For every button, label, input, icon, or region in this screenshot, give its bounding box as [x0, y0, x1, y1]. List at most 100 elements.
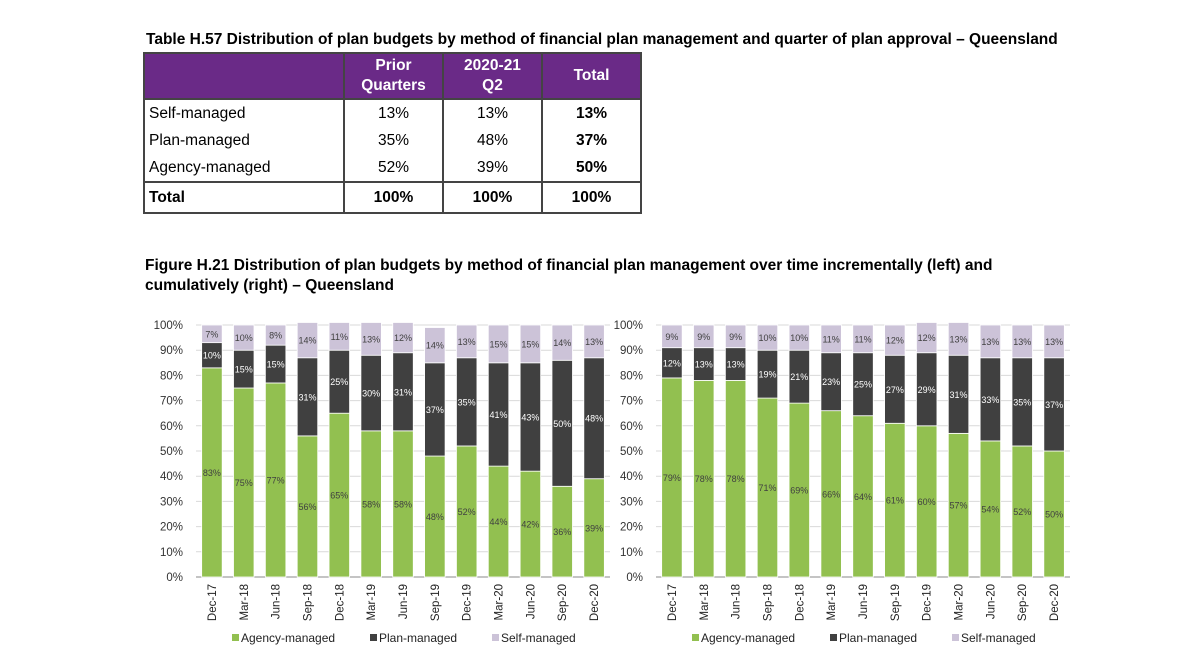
data-label: 44% [490, 517, 508, 527]
table-row: Self-managed 13% 13% 13% [144, 99, 641, 127]
bar-segment [661, 324, 683, 349]
legend-swatch [692, 634, 699, 641]
bar-segment [424, 327, 446, 364]
total-prior: 100% [343, 181, 443, 214]
cumulative-chart: 0% 10% 20% 30% 40% 50% 60% 70% 80% 90% 100% 79% 12% 9… [614, 320, 1070, 645]
incremental-chart: 0% 10% 20% 30% 40% 50% 60% 70% 80% 90% 100% 83% 10% 7… [154, 320, 610, 645]
data-label: 13% [458, 337, 476, 347]
data-label: 11% [854, 334, 871, 344]
y-tick-label: 100% [154, 320, 183, 332]
data-label: 69% [790, 486, 808, 496]
y-tick-label: 0% [626, 572, 643, 584]
data-label: 79% [663, 473, 681, 483]
data-label: 21% [790, 372, 808, 382]
y-tick-label: 90% [620, 345, 643, 357]
table-title: Table H.57 Distribution of plan budgets … [146, 31, 1058, 48]
legend-label: Agency-managed [241, 631, 335, 645]
y-tick-label: 50% [620, 446, 643, 458]
data-label: 31% [298, 392, 316, 402]
cell-prior: 13% [343, 99, 443, 127]
y-tick-label: 0% [166, 572, 183, 584]
data-label: 23% [822, 377, 840, 387]
data-label: 60% [918, 497, 936, 507]
y-tick-label: 30% [620, 496, 643, 508]
legend-label: Plan-managed [379, 631, 457, 645]
x-tick-label: Jun-20 [525, 584, 537, 619]
data-label: 13% [981, 337, 999, 347]
y-tick-label: 90% [160, 345, 183, 357]
bar-segment [487, 324, 510, 364]
header-blank [143, 52, 345, 100]
data-label: 65% [330, 491, 348, 501]
y-tick-label: 70% [160, 396, 183, 408]
x-tick-label: Sep-19 [890, 584, 902, 621]
legend-label: Agency-managed [701, 631, 795, 645]
data-label: 27% [886, 385, 904, 395]
data-label: 52% [1013, 507, 1031, 517]
data-label: 14% [426, 341, 444, 351]
data-label: 83% [203, 468, 221, 478]
total-row-label: Total [144, 181, 344, 214]
total-total: 100% [541, 181, 641, 214]
data-label: 41% [490, 410, 508, 420]
cell-total: 13% [541, 99, 641, 127]
bar-segment [916, 322, 938, 354]
bar-segment [979, 324, 1002, 359]
bar-segment [456, 324, 478, 359]
data-label: 9% [665, 332, 678, 342]
data-label: 11% [331, 332, 348, 342]
data-label: 75% [235, 478, 253, 488]
bar-segment [756, 324, 779, 351]
x-tick-label: Sep-20 [557, 584, 569, 621]
data-label: 77% [267, 475, 285, 485]
data-label: 58% [362, 499, 380, 509]
y-tick-label: 20% [160, 522, 183, 534]
y-tick-label: 10% [160, 547, 183, 559]
bar-segment [360, 322, 382, 356]
bar-segment [519, 324, 542, 364]
data-label: 12% [886, 336, 904, 346]
x-tick-label: Dec-18 [794, 584, 806, 621]
data-label: 52% [458, 507, 476, 517]
x-tick-label: Dec-19 [922, 584, 934, 621]
cell-prior: 52% [343, 154, 443, 182]
y-tick-label: 10% [620, 547, 643, 559]
legend-swatch [952, 634, 959, 641]
data-label: 13% [727, 360, 745, 370]
x-tick-label: Jun-19 [858, 584, 870, 619]
bar-segment [264, 324, 287, 346]
y-tick-label: 20% [620, 522, 643, 534]
row-label: Agency-managed [149, 158, 271, 176]
bar-segment [233, 324, 255, 351]
y-tick-label: 60% [160, 421, 183, 433]
bar-segment [392, 322, 414, 354]
x-tick-label: Dec-20 [1049, 584, 1061, 621]
total-q2: 100% [442, 181, 542, 214]
x-tick-label: Jun-19 [398, 584, 410, 619]
x-tick-label: Mar-19 [826, 584, 838, 620]
data-label: 25% [854, 380, 872, 390]
data-label: 8% [269, 331, 282, 341]
data-label: 54% [981, 504, 999, 514]
data-label: 31% [394, 387, 412, 397]
plan-budget-table: Prior Quarters 2020-21 Q2 Total Self-manag… [143, 52, 642, 214]
cell-total: 50% [541, 154, 641, 182]
y-tick-label: 80% [160, 370, 183, 382]
data-label: 13% [1013, 337, 1031, 347]
data-label: 10% [203, 351, 221, 361]
data-label: 61% [886, 496, 904, 506]
data-label: 13% [1045, 337, 1063, 347]
legend-label: Self-managed [501, 631, 576, 645]
data-label: 10% [790, 333, 808, 343]
header-total: Total [541, 52, 642, 100]
x-tick-label: Sep-18 [302, 584, 314, 621]
x-tick-label: Dec-19 [462, 584, 474, 621]
data-label: 42% [521, 520, 539, 530]
x-tick-label: Dec-20 [589, 584, 601, 621]
data-label: 58% [394, 499, 412, 509]
bar-segment [551, 324, 573, 361]
data-label: 31% [950, 390, 968, 400]
legend-swatch [232, 634, 239, 641]
data-label: 11% [822, 334, 839, 344]
bar-segment [693, 324, 715, 349]
